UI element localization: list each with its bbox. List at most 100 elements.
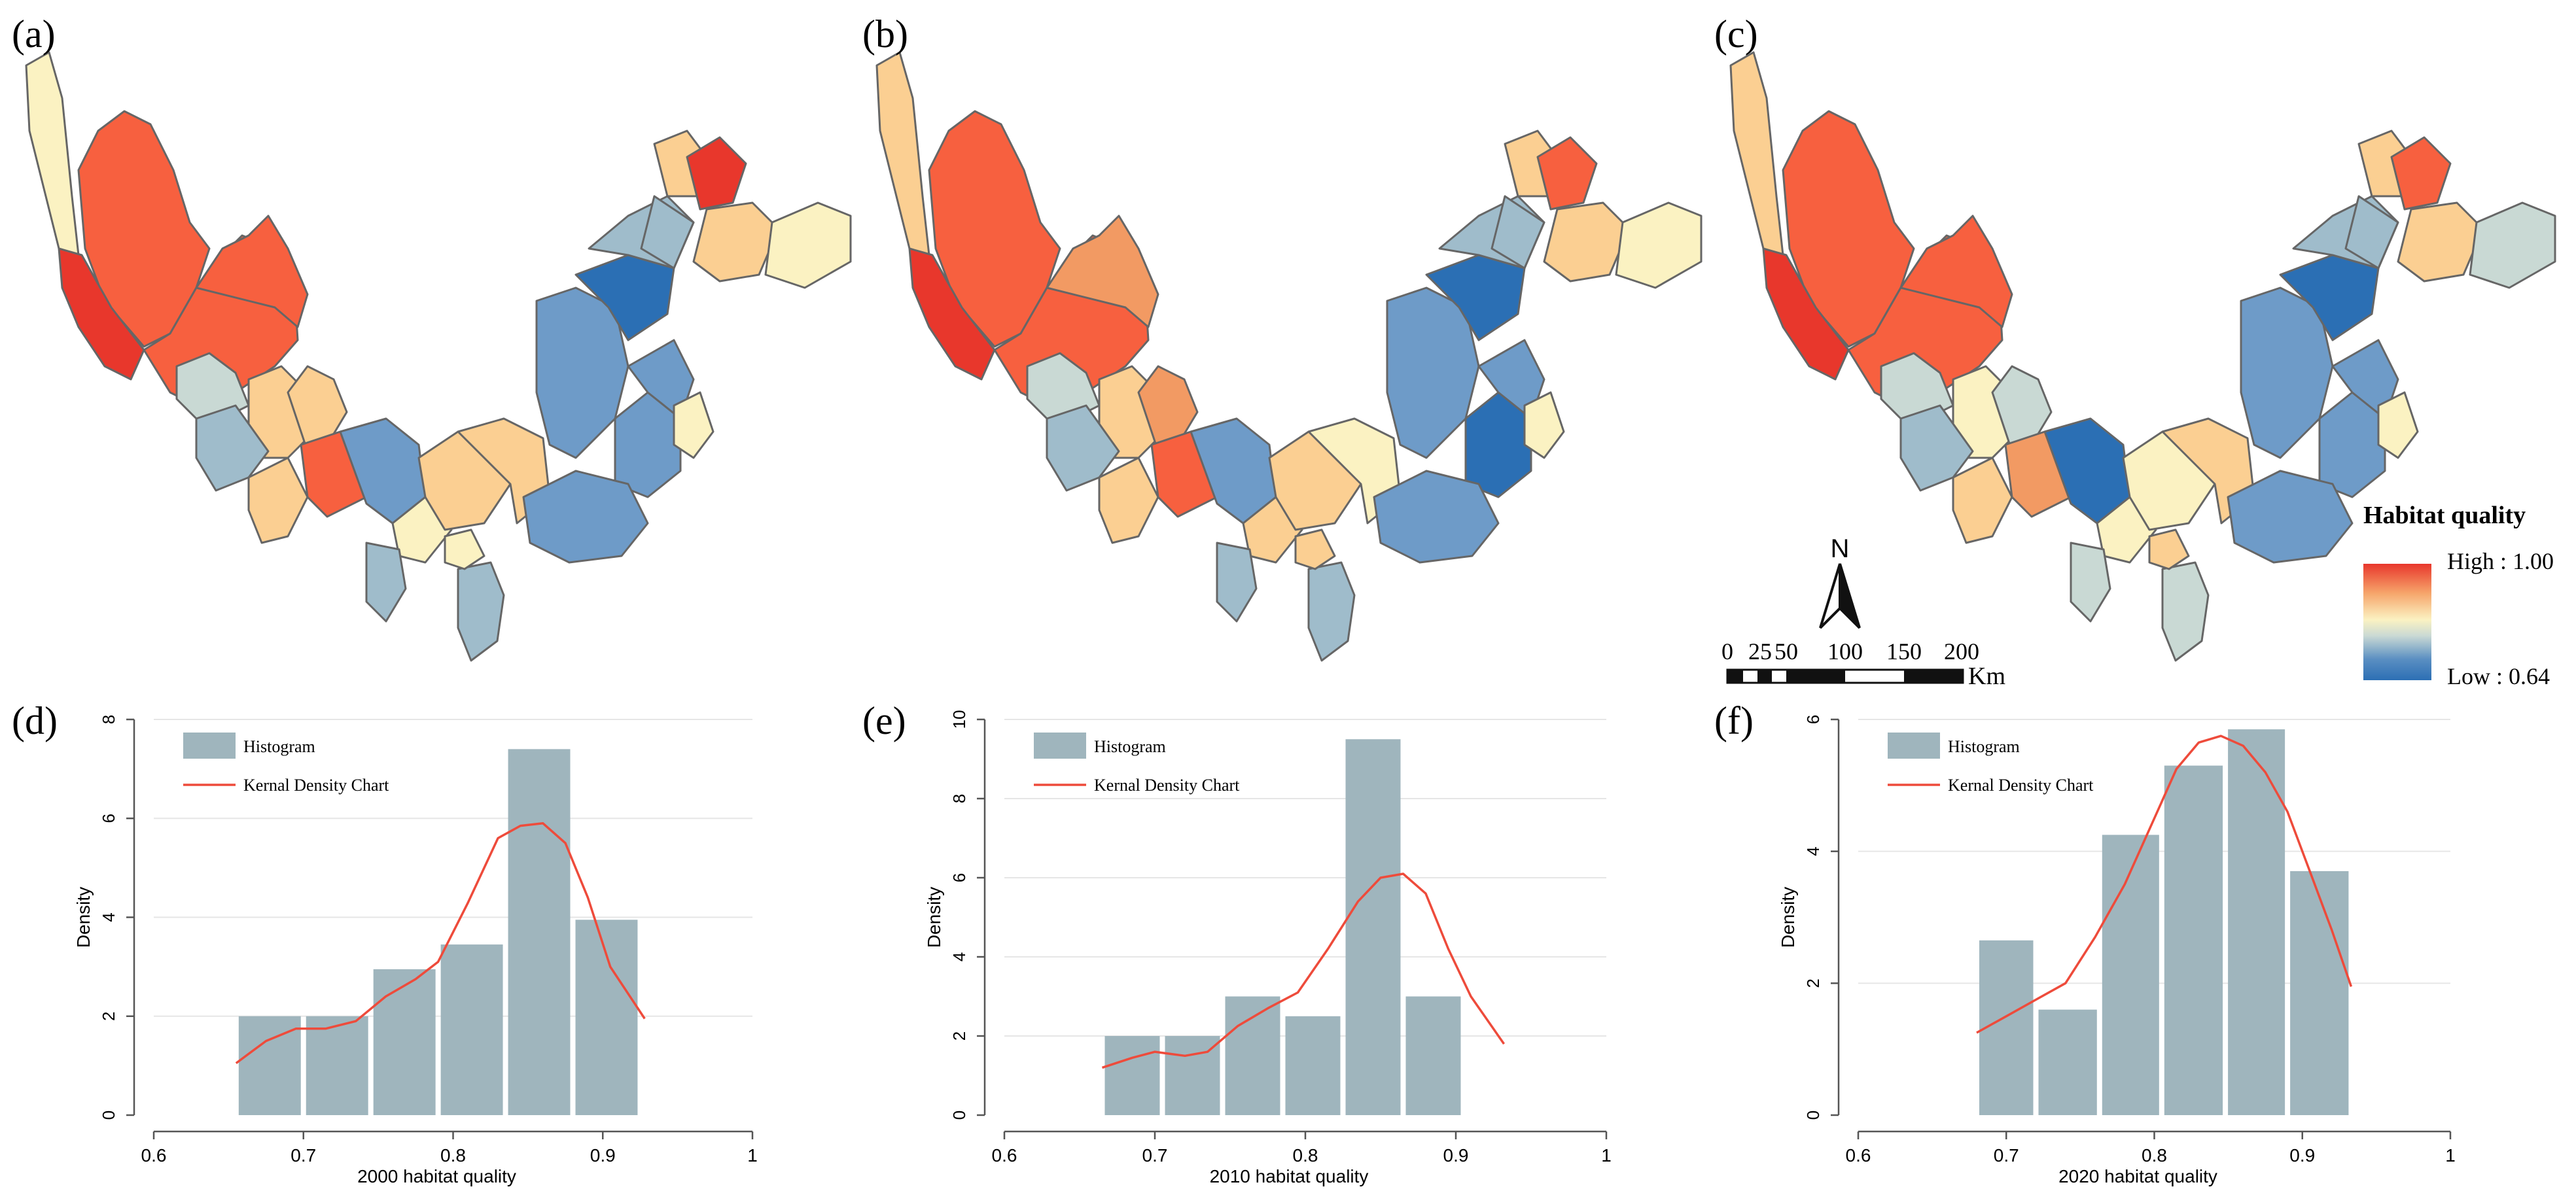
histogram-bar — [440, 944, 503, 1115]
histogram-bar — [1979, 940, 2034, 1115]
legend-kde-label: Kernal Density Chart — [243, 776, 389, 795]
scale-tick-0: 0 — [1721, 638, 1733, 665]
x-tick-label: 0.9 — [2289, 1145, 2315, 1165]
legend-title: Habitat quality — [2363, 502, 2526, 529]
y-tick-label: 4 — [99, 912, 118, 922]
y-tick-label: 4 — [949, 952, 969, 961]
scale-bar: 0 25 50 100 150 200 Km — [1721, 638, 2005, 690]
map-region — [908, 247, 996, 381]
map-region — [2397, 201, 2484, 283]
panel-label-b: (b) — [862, 12, 908, 56]
y-tick-label: 10 — [949, 710, 969, 729]
map-region — [1536, 136, 1598, 211]
map-region — [25, 51, 80, 256]
x-tick-label: 0.9 — [590, 1145, 616, 1165]
map-region — [1615, 201, 1703, 289]
x-tick-label: 0.6 — [992, 1145, 1017, 1165]
y-axis-label: Density — [73, 887, 94, 948]
kde-line — [235, 822, 646, 1065]
scale-tick-25: 25 — [1748, 638, 1772, 665]
map-region — [365, 542, 407, 623]
y-tick-label: 2 — [1803, 978, 1823, 988]
map-region — [2390, 136, 2452, 211]
y-tick-label: 0 — [949, 1111, 969, 1120]
map-region — [692, 201, 780, 283]
map-region — [247, 457, 309, 544]
y-tick-label: 2 — [99, 1012, 118, 1021]
y-tick-label: 8 — [99, 715, 118, 724]
scale-tick-150: 150 — [1886, 638, 1922, 665]
north-arrow: N — [1819, 534, 1861, 629]
legend-histogram-label: Histogram — [1948, 737, 2020, 756]
map-region — [2070, 542, 2111, 623]
map-region — [2227, 470, 2354, 564]
map-panel-a — [25, 51, 852, 662]
x-axis-label: 2020 habitat quality — [2058, 1166, 2217, 1186]
x-tick-label: 0.6 — [141, 1145, 167, 1165]
map-region — [2161, 561, 2210, 662]
kde-line — [1976, 734, 2353, 1034]
histogram-chart-2020: 0 2 4 6 0.6 0.7 0.8 0.9 1 2020 habitat quality Den… — [1778, 715, 2456, 1186]
y-axis-label: Density — [924, 887, 944, 948]
legend-histogram-swatch — [183, 733, 236, 759]
map-panel-b — [875, 51, 1703, 662]
x-tick-label: 0.7 — [1142, 1145, 1168, 1165]
legend-kde-label: Kernal Density Chart — [1094, 776, 1240, 795]
y-axis-label: Density — [1778, 887, 1798, 948]
histogram-bar — [575, 920, 638, 1115]
map-region — [457, 561, 505, 662]
panel-label-e: (e) — [862, 699, 906, 742]
histogram-bar — [373, 969, 436, 1115]
legend-histogram-label: Histogram — [1094, 737, 1166, 756]
x-tick-label: 0.9 — [1443, 1145, 1469, 1165]
map-region — [1952, 457, 2013, 544]
histogram-bar — [2038, 1009, 2097, 1115]
x-tick-label: 0.8 — [1293, 1145, 1318, 1165]
map-region — [1729, 51, 1784, 256]
x-tick-label: 0.8 — [440, 1145, 466, 1165]
panel-label-c: (c) — [1714, 12, 1758, 56]
x-tick-label: 1 — [747, 1145, 758, 1165]
y-tick-label: 6 — [949, 873, 969, 882]
histogram-bar — [1225, 996, 1280, 1115]
histogram-chart-2010: 0 2 4 6 8 10 0.6 0.7 0.8 0.9 1 2010 habitat quality… — [924, 710, 1612, 1186]
histogram-bar — [306, 1016, 368, 1115]
map-region — [2377, 391, 2419, 459]
map-region — [686, 136, 747, 211]
scale-tick-100: 100 — [1827, 638, 1863, 665]
map-region — [58, 247, 145, 381]
map-region — [444, 528, 485, 570]
x-tick-label: 0.7 — [1994, 1145, 2019, 1165]
histogram-bar — [1405, 996, 1461, 1115]
map-region — [1294, 528, 1336, 570]
map-region — [1046, 215, 1159, 328]
map-region — [1307, 561, 1356, 662]
scale-tick-50: 50 — [1774, 638, 1798, 665]
x-tick-label: 0.6 — [1846, 1145, 1871, 1165]
x-tick-label: 1 — [2445, 1145, 2456, 1165]
kde-line — [1101, 872, 1506, 1069]
map-panel-c — [1729, 51, 2556, 662]
map-region — [1762, 247, 1850, 381]
y-tick-label: 6 — [1803, 715, 1823, 724]
legend-kde-label: Kernal Density Chart — [1948, 776, 2094, 795]
histogram-bar — [508, 749, 571, 1115]
legend-histogram-swatch — [1034, 733, 1086, 759]
map-region — [522, 470, 649, 564]
legend-histogram-swatch — [1888, 733, 1940, 759]
x-axis-label: 2000 habitat quality — [357, 1166, 516, 1186]
legend-low-label: Low : 0.64 — [2447, 663, 2550, 689]
panel-label-d: (d) — [12, 699, 58, 742]
panel-label-f: (f) — [1714, 699, 1754, 742]
map-region — [1098, 457, 1159, 544]
histogram-bar — [1285, 1016, 1341, 1115]
histogram-bar — [2102, 835, 2159, 1115]
map-region — [640, 195, 695, 269]
legend-gradient — [2363, 564, 2431, 680]
map-region — [1491, 195, 1545, 269]
histogram-bar — [2290, 871, 2349, 1115]
map-region — [195, 215, 309, 328]
map-region — [1216, 542, 1258, 623]
legend-histogram-label: Histogram — [243, 737, 315, 756]
histogram-bar — [1104, 1036, 1160, 1115]
